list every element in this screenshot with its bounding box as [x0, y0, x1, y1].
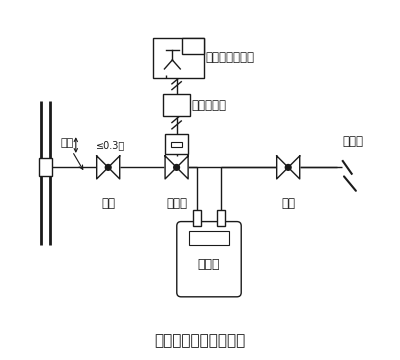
Bar: [217, 210, 225, 226]
Text: 球阀: 球阀: [101, 197, 115, 210]
Text: 燃气: 燃气: [60, 138, 74, 148]
Bar: [153, 38, 204, 78]
Bar: [171, 141, 182, 147]
FancyBboxPatch shape: [177, 222, 241, 297]
Text: 电磁阀: 电磁阀: [166, 197, 187, 210]
Bar: [190, 231, 228, 244]
Text: 煤气表: 煤气表: [198, 258, 220, 271]
Bar: [163, 94, 190, 116]
Polygon shape: [108, 156, 120, 179]
Polygon shape: [165, 156, 177, 179]
Bar: [193, 210, 201, 226]
Bar: [182, 38, 204, 54]
Bar: [39, 158, 52, 176]
Polygon shape: [277, 156, 288, 179]
Circle shape: [174, 165, 180, 170]
Text: 燃气具: 燃气具: [342, 135, 363, 148]
Polygon shape: [97, 156, 108, 179]
Circle shape: [105, 165, 111, 170]
Polygon shape: [177, 156, 188, 179]
Text: 球阀: 球阀: [281, 197, 295, 210]
Polygon shape: [288, 156, 300, 179]
Bar: [166, 134, 188, 154]
Text: 家用型产品安装示意图: 家用型产品安装示意图: [154, 333, 246, 348]
Text: ≤0.3米: ≤0.3米: [96, 140, 125, 150]
Text: 家用燃气报警器: 家用燃气报警器: [206, 51, 254, 64]
Text: 标准接线盒: 标准接线盒: [192, 99, 227, 112]
Circle shape: [285, 165, 291, 170]
